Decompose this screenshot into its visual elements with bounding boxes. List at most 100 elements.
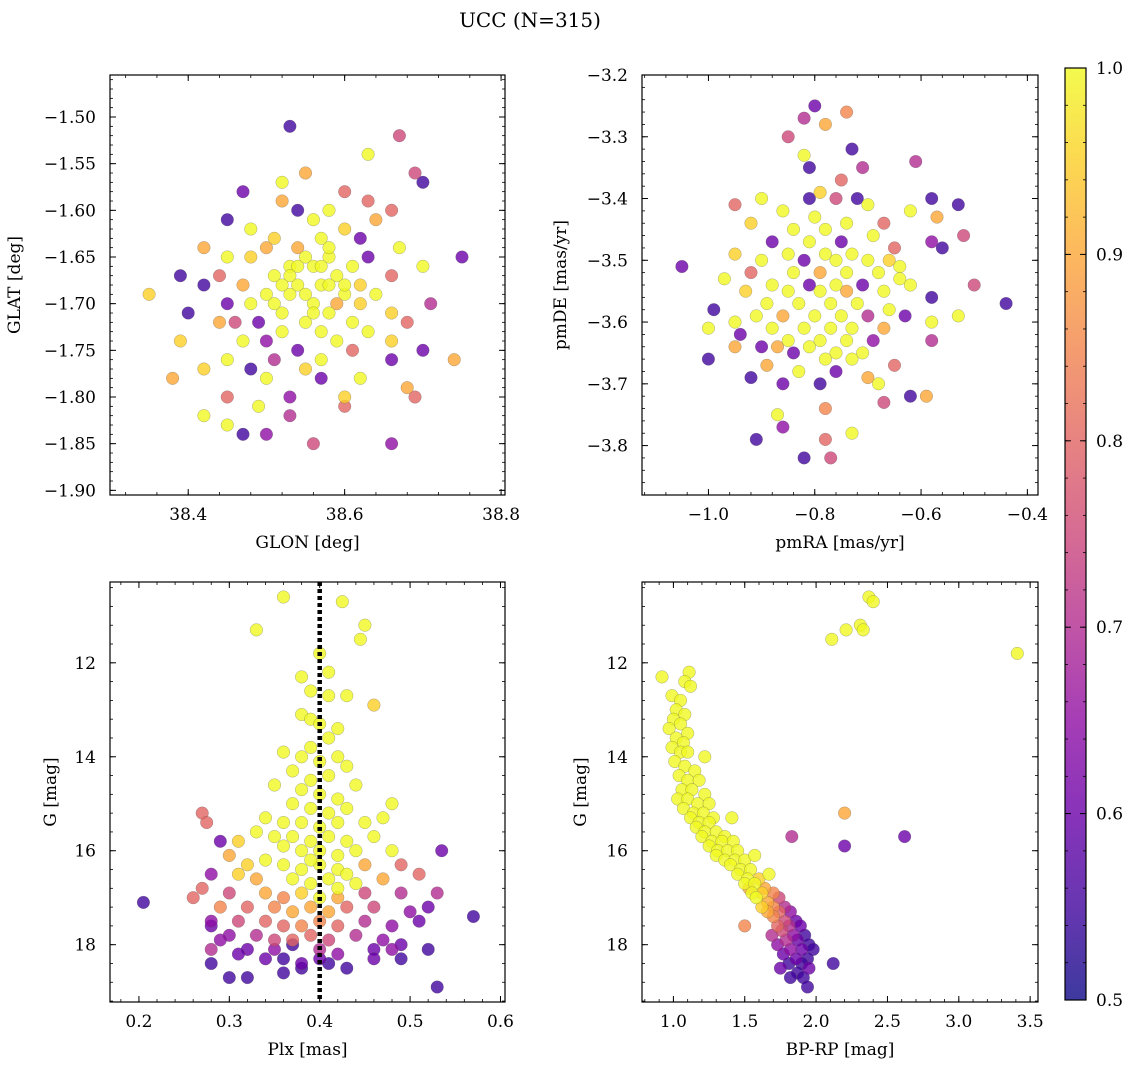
scatter-point (295, 863, 309, 877)
scatter-point (322, 278, 336, 292)
scatter-point (824, 297, 838, 311)
scatter-point (220, 213, 234, 227)
scatter-point (249, 872, 263, 886)
scatter-point (725, 811, 739, 825)
scatter-point (252, 315, 266, 329)
colorbar-tick-label: 0.5 (1096, 991, 1123, 1011)
scatter-point (299, 166, 313, 180)
y-tick-label: 16 (606, 842, 628, 862)
scatter-point (749, 891, 763, 905)
scatter-point (291, 241, 305, 255)
scatter-point (776, 309, 790, 323)
scatter-point (376, 872, 390, 886)
scatter-point (304, 928, 318, 942)
scatter-point (340, 900, 354, 914)
scatter-point (416, 259, 430, 273)
scatter-point (369, 287, 383, 301)
scatter-point (322, 731, 336, 745)
scatter-point (829, 365, 843, 379)
scatter-point (322, 872, 336, 886)
scatter-point (840, 266, 854, 280)
scatter-point (813, 284, 827, 298)
scatter-point (882, 303, 896, 317)
scatter-point (314, 371, 328, 385)
scatter-point (728, 315, 742, 329)
y-tick-label: −3.8 (587, 437, 628, 457)
scatter-point (197, 241, 211, 255)
scatter-point (466, 910, 480, 924)
scatter-point (765, 235, 779, 249)
scatter-point (286, 797, 300, 811)
scatter-point (283, 409, 297, 423)
axes-frame (109, 74, 506, 496)
scatter-point (331, 947, 345, 961)
x-tick-label: 1.5 (731, 1012, 758, 1032)
scatter-point (776, 420, 790, 434)
scatter-point (951, 309, 965, 323)
scatter-point (787, 222, 801, 236)
scatter-point (787, 346, 801, 360)
scatter-point (674, 717, 688, 731)
scatter-points (675, 99, 1013, 465)
scatter-point (295, 844, 309, 858)
y-axis-label: GLAT [deg] (5, 236, 25, 334)
scatter-point (353, 278, 367, 292)
scatter-point (856, 623, 870, 637)
scatter-point (824, 451, 838, 465)
x-tick-label: 3.0 (945, 1012, 972, 1032)
scatter-point (330, 334, 344, 348)
scatter-point (826, 957, 840, 971)
x-tick-label: 0.5 (397, 1012, 424, 1032)
y-tick-label: −1.80 (44, 388, 96, 408)
scatter-point (240, 971, 254, 985)
scatter-point (430, 886, 444, 900)
scatter-point (385, 942, 399, 956)
scatter-point (244, 297, 258, 311)
scatter-point (283, 269, 297, 283)
scatter-point (291, 278, 305, 292)
scatter-point (338, 278, 352, 292)
scatter-point (220, 418, 234, 432)
scatter-point (866, 334, 880, 348)
x-axis-label: BP-RP [mag] (786, 1040, 895, 1060)
scatter-point (358, 886, 372, 900)
scatter-point (701, 352, 715, 366)
scatter-point (818, 117, 832, 131)
scatter-point (322, 665, 336, 679)
scatter-point (385, 203, 399, 217)
scatter-point (430, 980, 444, 994)
scatter-point (358, 618, 372, 632)
scatter-point (275, 175, 289, 189)
scatter-point (776, 204, 790, 218)
scatter-points (142, 119, 469, 451)
scatter-point (299, 250, 313, 264)
scatter-point (277, 816, 291, 830)
scatter-point (358, 914, 372, 928)
scatter-point (834, 173, 848, 187)
x-tick-label: −1.0 (688, 505, 729, 525)
scatter-point (840, 216, 854, 230)
panel-bprp-g: 1.0 1.5 2.0 2.5 3.0 3.5 12 14 16 18 BP-RP [mag] G [… (571, 581, 1044, 1060)
scatter-point (291, 259, 305, 273)
y-tick-label: −1.55 (44, 155, 96, 175)
scatter-point (787, 266, 801, 280)
scatter-point (335, 595, 349, 609)
scatter-point (340, 867, 354, 881)
scatter-point (888, 358, 902, 372)
scatter-point (267, 297, 281, 311)
x-tick-label: −0.6 (900, 505, 941, 525)
y-tick-label: −1.75 (44, 341, 96, 361)
scatter-point (197, 409, 211, 423)
scatter-point (385, 797, 399, 811)
scatter-point (249, 928, 263, 942)
scatter-point (275, 194, 289, 208)
scatter-point (728, 198, 742, 212)
scatter-point (999, 297, 1013, 311)
y-tick-label: 12 (606, 654, 628, 674)
y-tick-label: −3.7 (587, 375, 628, 395)
scatter-point (866, 595, 880, 609)
scatter-point (925, 191, 939, 205)
scatter-point (861, 309, 875, 323)
scatter-point (838, 839, 852, 853)
y-tick-label: 18 (74, 936, 96, 956)
